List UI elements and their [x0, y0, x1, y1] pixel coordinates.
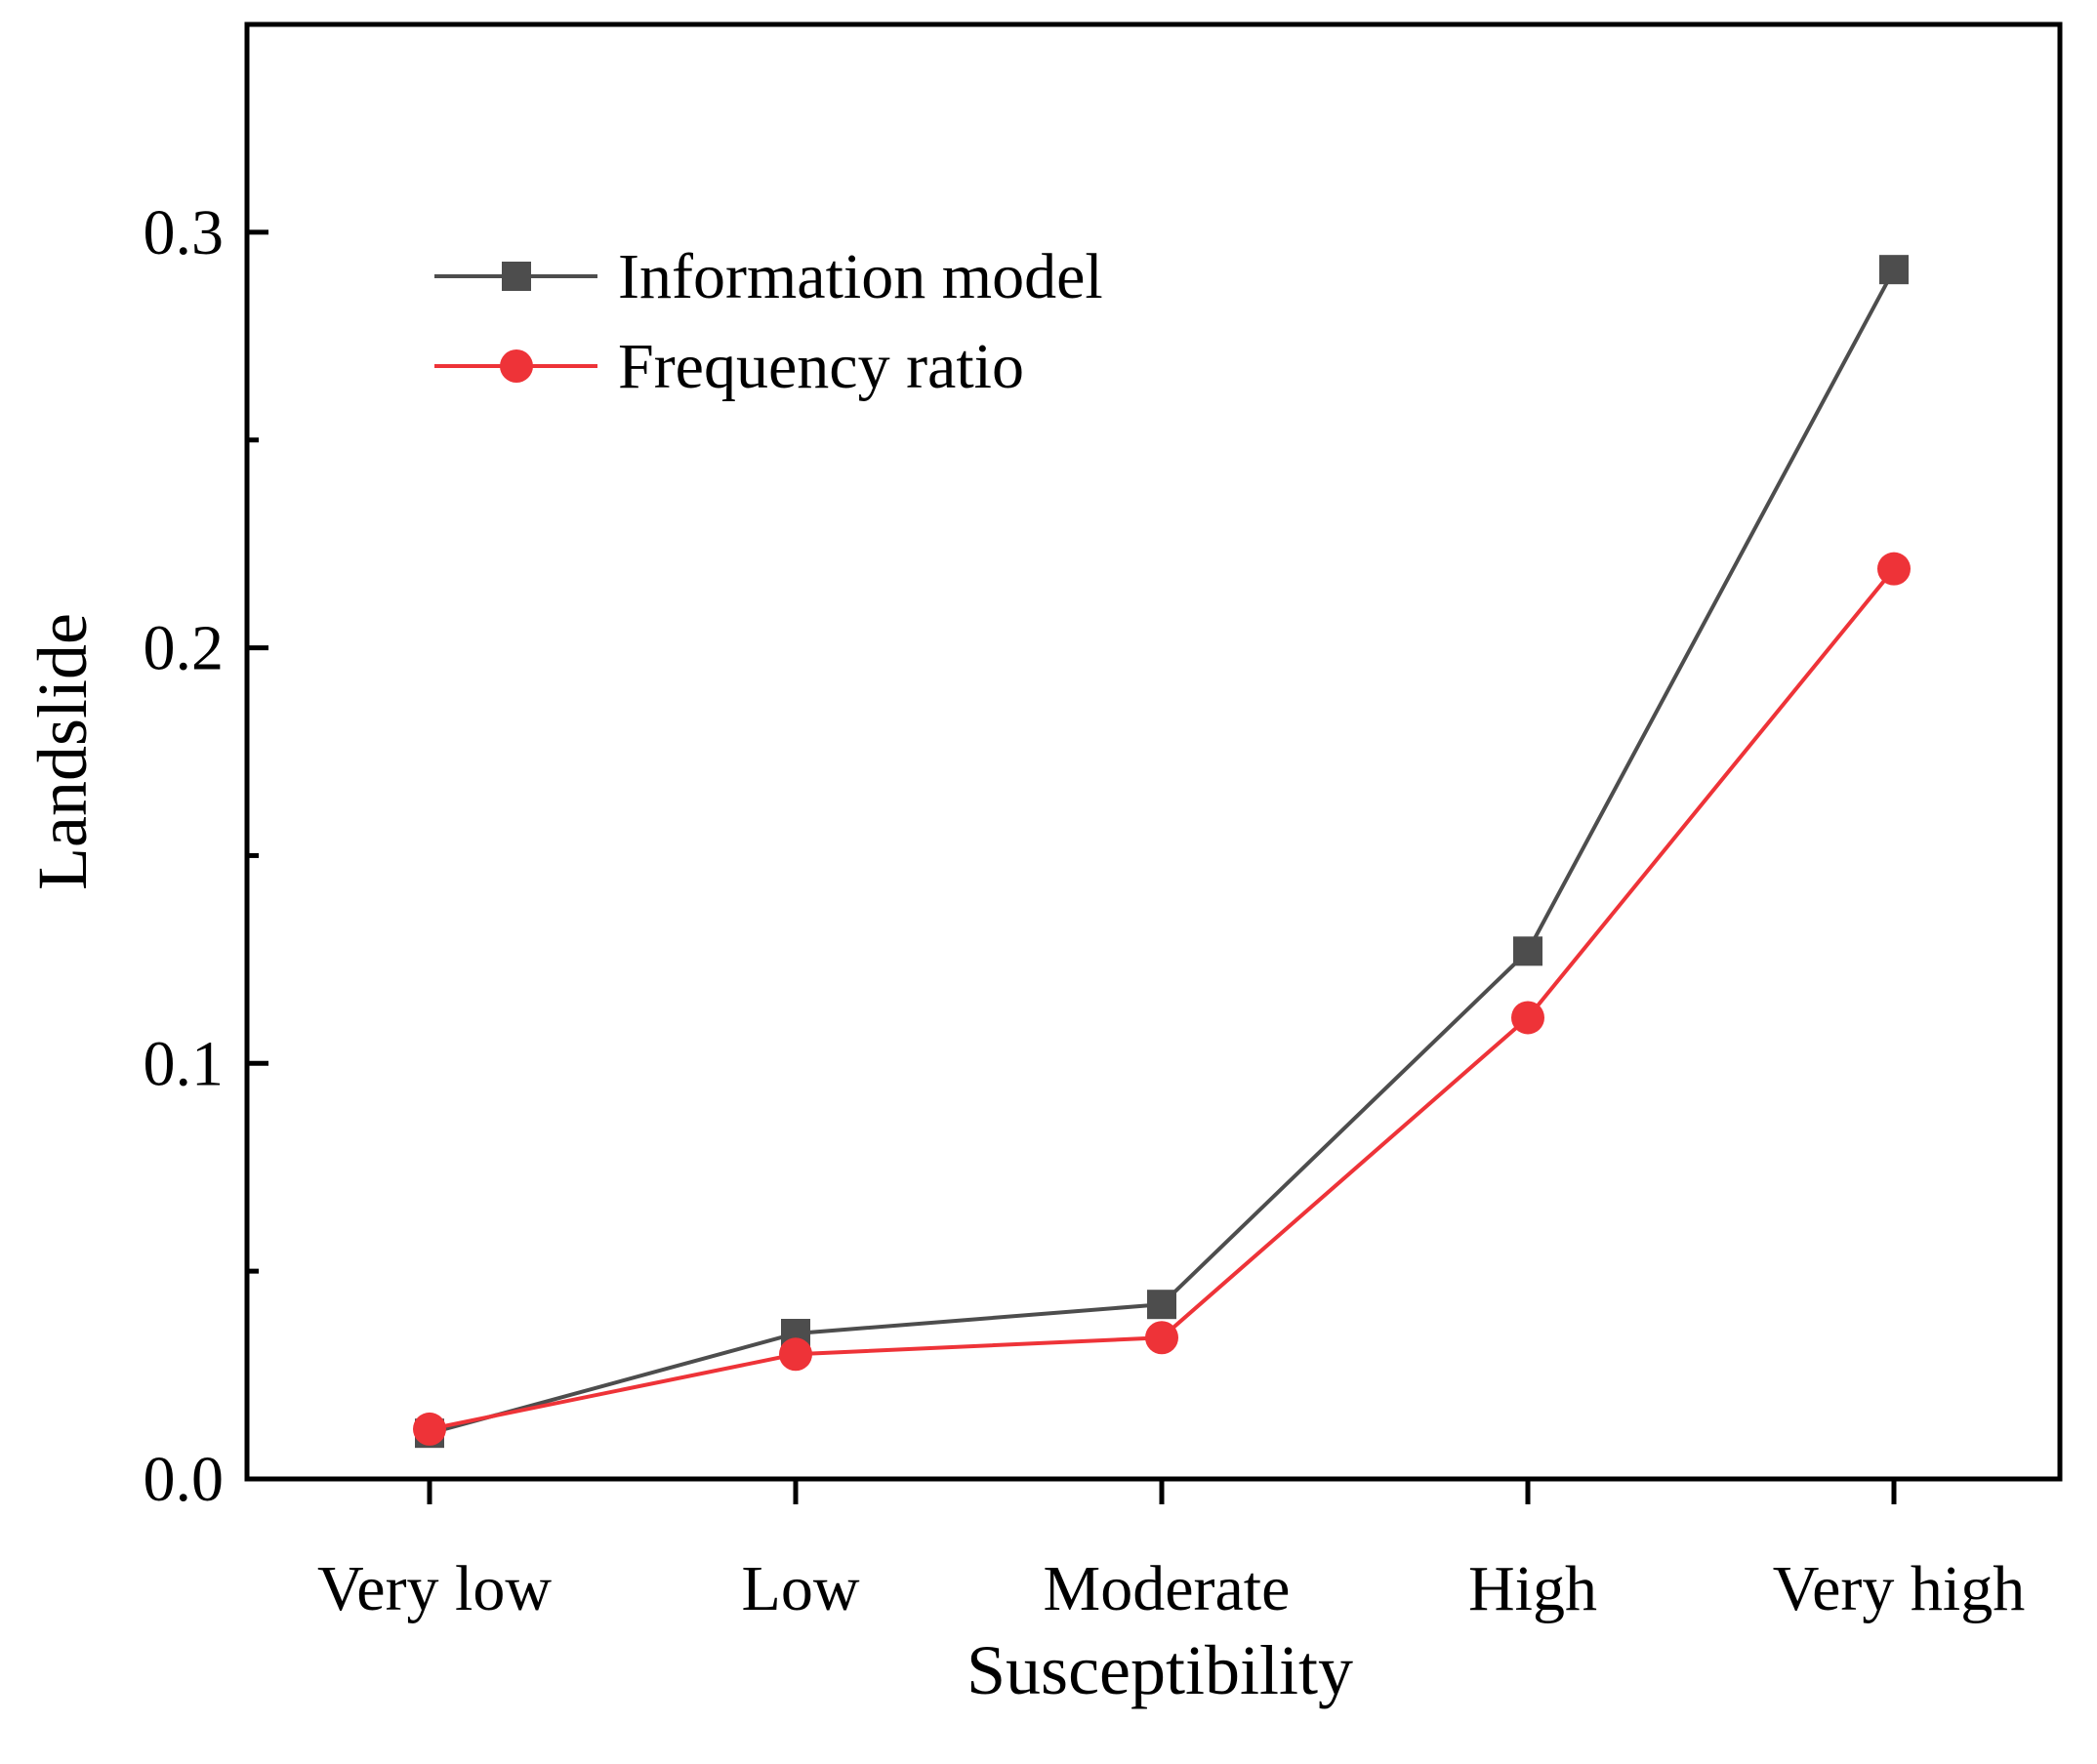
x-tick-label: Moderate: [1044, 1553, 1291, 1624]
legend: Information model Frequency ratio: [434, 241, 1103, 402]
x-tick-label: High: [1468, 1553, 1597, 1624]
series-layer: [413, 255, 1911, 1449]
series-line-information-model: [429, 268, 1896, 1436]
x-tick-label: Low: [742, 1553, 860, 1624]
y-tick-label: 0.1: [144, 1028, 225, 1099]
plot-frame: [244, 21, 2063, 1482]
data-point-frequency-ratio: [1145, 1321, 1178, 1355]
legend-marker-frequency-ratio: [500, 349, 533, 383]
x-tick-label: Very low: [317, 1553, 552, 1624]
data-point-frequency-ratio: [779, 1337, 812, 1372]
y-tick-label: 0.0: [144, 1444, 225, 1515]
x-tick-label: Very high: [1773, 1553, 2025, 1624]
y-axis-ticks: 0.0 0.1 0.2 0.3: [144, 197, 268, 1515]
y-tick-label: 0.2: [144, 613, 225, 684]
y-axis-title: Landslide: [23, 613, 102, 890]
y-tick-label: 0.3: [144, 197, 225, 268]
data-point-frequency-ratio: [413, 1412, 446, 1446]
legend-label-information-model: Information model: [618, 241, 1103, 312]
data-point-frequency-ratio: [1511, 1001, 1544, 1035]
data-point-frequency-ratio: [1877, 552, 1911, 586]
legend-marker-information-model: [502, 262, 531, 291]
data-point-information-model: [1147, 1290, 1176, 1320]
data-point-information-model: [1879, 255, 1909, 285]
x-axis-ticks: Very low Low Moderate High Very high: [317, 1479, 2025, 1624]
legend-label-frequency-ratio: Frequency ratio: [618, 331, 1024, 402]
x-axis-title: Susceptibility: [966, 1631, 1353, 1709]
data-point-information-model: [1513, 936, 1542, 966]
